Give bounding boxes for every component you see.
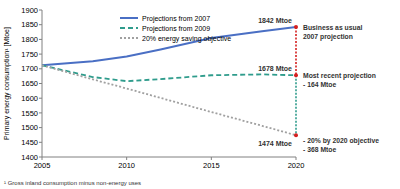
y-tick (39, 10, 42, 11)
annotation-text: Most recent projection (303, 72, 376, 80)
annotation-text: - 368 Mtoe (303, 146, 336, 153)
y-tick (39, 54, 42, 55)
annotation-text: Business as usual (303, 24, 362, 31)
legend-swatch (120, 27, 138, 29)
legend-label: Projections from 2007 (142, 15, 210, 23)
legend-label: Projections from 2009 (142, 25, 210, 33)
footnote: ¹ Gross inland consumption minus non-ene… (4, 180, 141, 186)
y-tick-label: 1750 (21, 50, 38, 59)
legend-swatch (120, 17, 138, 19)
annotation-text: - 20% by 2020 objective (303, 137, 379, 145)
y-axis-label: Primary energy consumption¹ [Mtoe] (3, 27, 11, 140)
x-tick-label: 2020 (288, 161, 305, 170)
x-tick (296, 157, 297, 160)
y-tick (39, 39, 42, 40)
y-tick-label: 1850 (21, 20, 38, 29)
annotation-value: 1842 Mtoe (258, 17, 292, 24)
x-tick (126, 157, 127, 160)
y-tick (39, 127, 42, 128)
x-tick (211, 157, 212, 160)
y-tick (39, 68, 42, 69)
y-tick-label: 1450 (21, 138, 38, 147)
y-tick-label: 1600 (21, 94, 38, 103)
y-tick (39, 112, 42, 113)
x-tick-label: 2005 (34, 161, 51, 170)
x-tick-label: 2015 (203, 161, 220, 170)
x-axis (42, 157, 296, 158)
annotation-point (294, 25, 298, 29)
y-tick (39, 83, 42, 84)
y-tick (39, 24, 42, 25)
series-group (42, 27, 296, 135)
annotation-text: 2007 projection (303, 33, 353, 41)
series-line (42, 27, 296, 65)
x-tick (42, 157, 43, 160)
y-tick-label: 1650 (21, 79, 38, 88)
x-tick-label: 2010 (118, 161, 135, 170)
series-line (42, 65, 296, 135)
annotation-value: 1474 Mtoe (258, 140, 292, 147)
annotation-point (294, 133, 298, 137)
y-tick-label: 1700 (21, 64, 38, 73)
chart: 1400145015001550160016501700175018001850… (0, 0, 400, 189)
y-tick (39, 142, 42, 143)
y-tick-label: 1800 (21, 35, 38, 44)
y-tick-label: 1500 (21, 123, 38, 132)
difference-line (295, 75, 297, 135)
annotation-value: 1678 Mtoe (258, 65, 292, 72)
y-tick-label: 1900 (21, 6, 38, 15)
annotation-text: - 164 Mtoe (303, 81, 336, 88)
legend-swatch (120, 37, 138, 39)
legend-label: 20% energy saving objective (142, 35, 231, 43)
difference-line (295, 27, 297, 75)
series-line (42, 65, 296, 81)
y-tick (39, 98, 42, 99)
annotation-point (294, 73, 298, 77)
y-tick-label: 1550 (21, 109, 38, 118)
